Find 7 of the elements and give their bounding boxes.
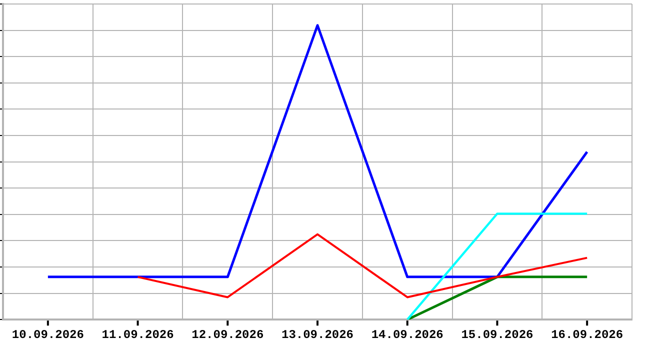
x-tick-label: 11.09.2026 — [102, 328, 174, 342]
x-tick-label: 10.09.2026 — [12, 328, 84, 342]
x-tick-label: 14.09.2026 — [371, 328, 444, 342]
x-tick-label: 16.09.2026 — [551, 328, 624, 342]
x-tick-label: 15.09.2026 — [461, 328, 534, 342]
x-tick-label: 13.09.2026 — [281, 328, 354, 342]
x-tick-label: 12.09.2026 — [192, 328, 264, 342]
